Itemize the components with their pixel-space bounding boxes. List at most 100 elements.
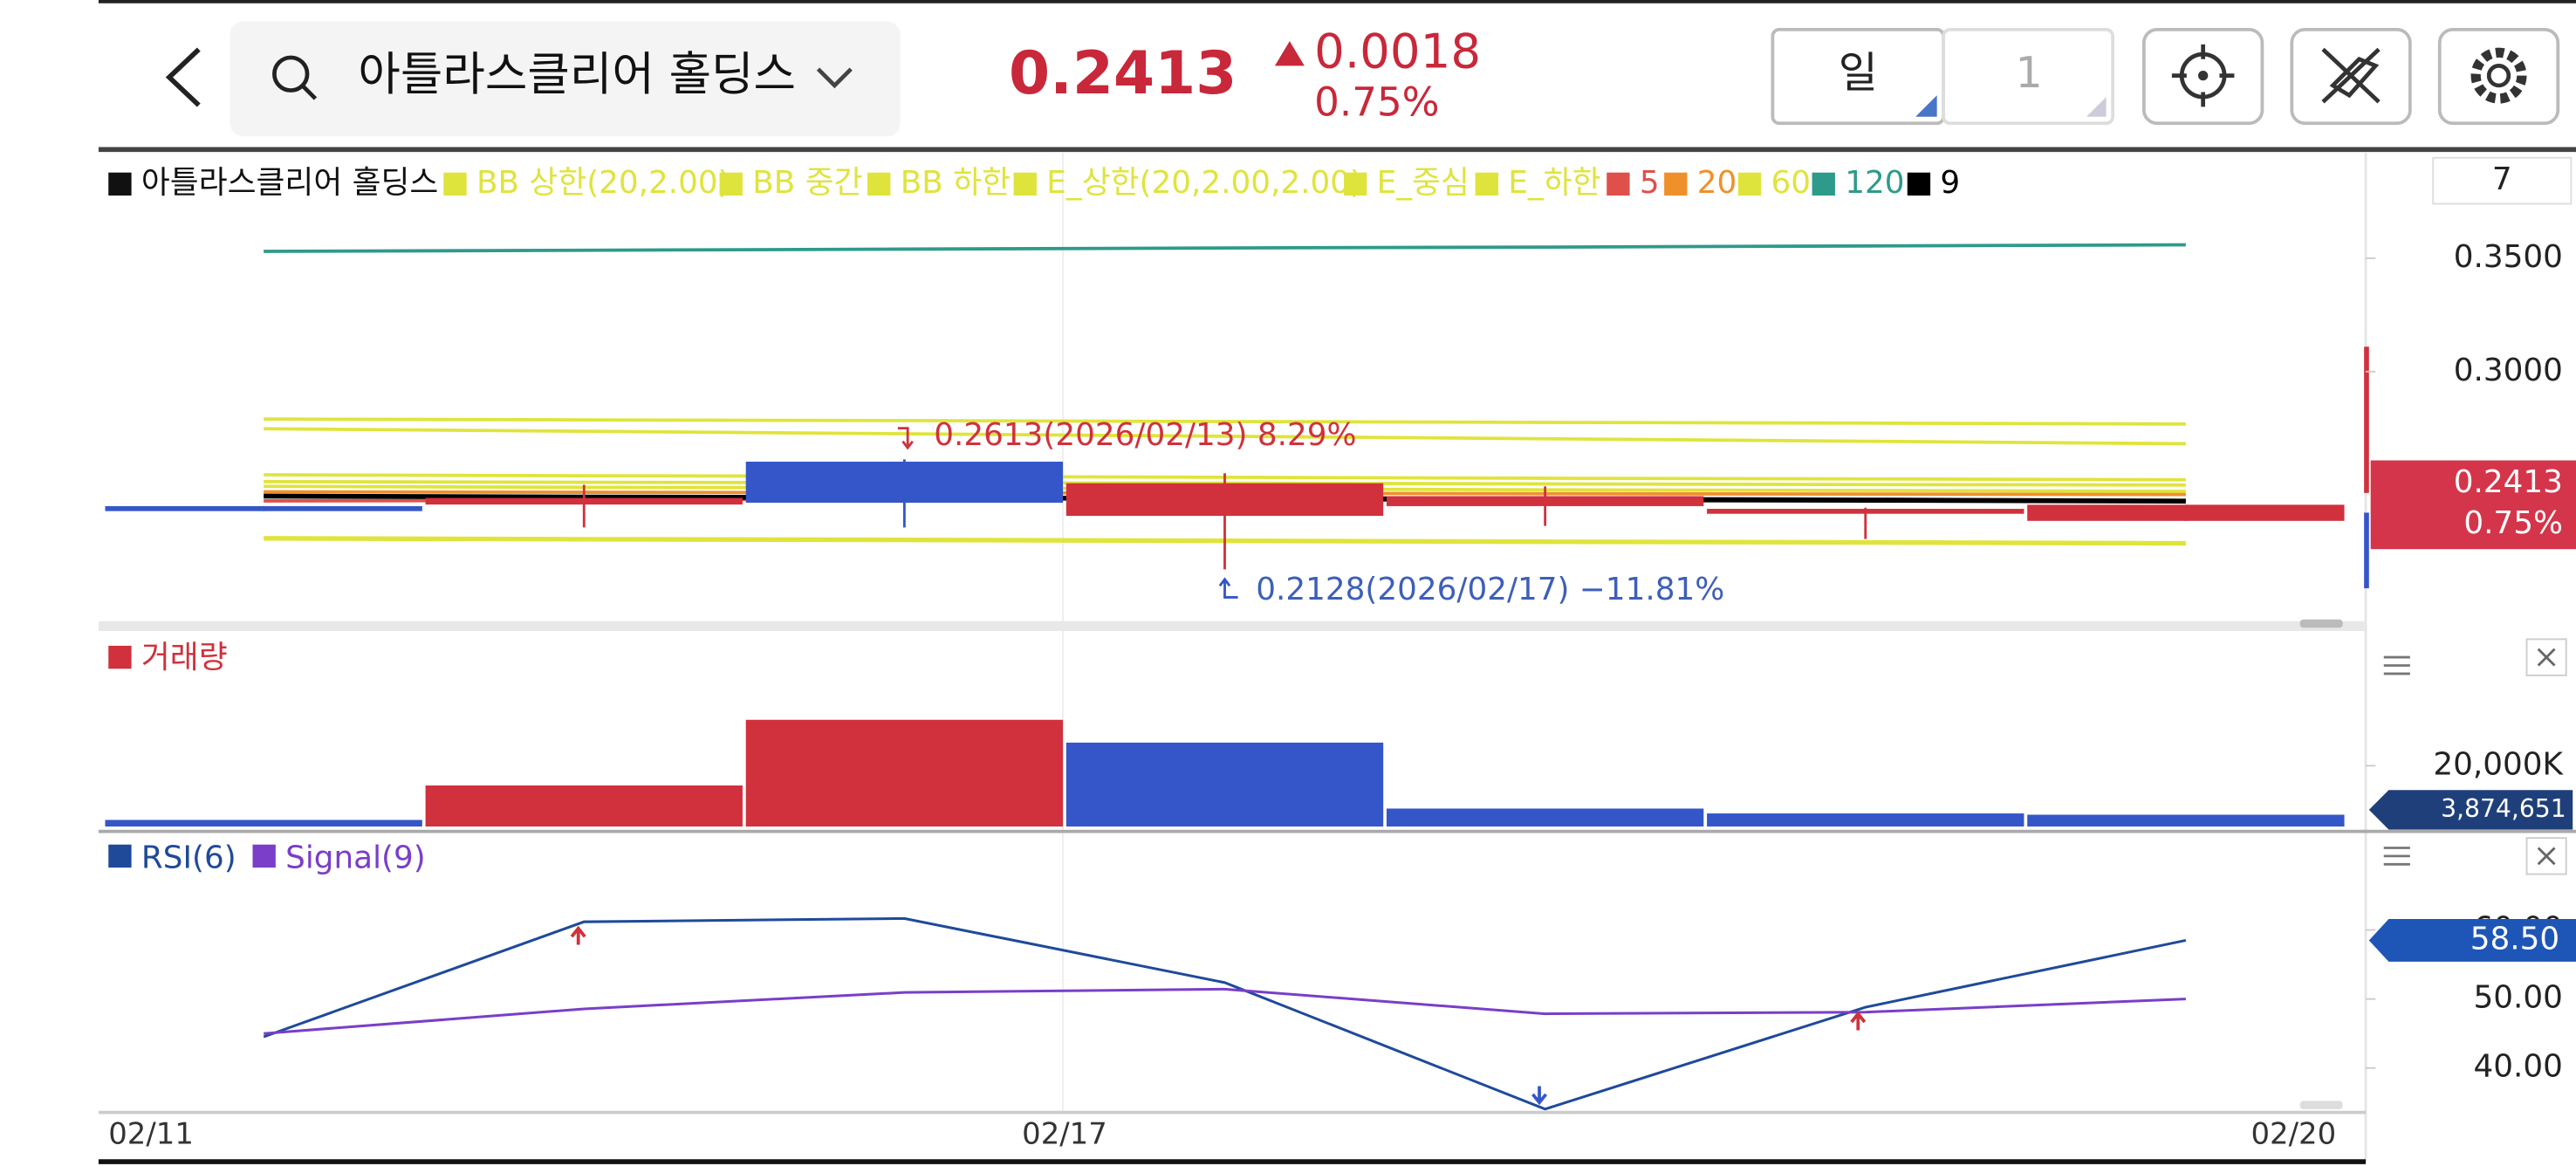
high-annotation: 0.2613(2026/02/13) 8.29% — [934, 417, 1356, 453]
volume-bar — [105, 820, 422, 827]
volume-bar — [1065, 742, 1384, 827]
charts: 02/11 02/17 02/20 0.3500 0.3000 0.2613(2026/0… — [105, 165, 2576, 1150]
current-volume-label: 3,874,651 — [2441, 794, 2566, 823]
legend-swatch — [443, 172, 467, 196]
legend-swatch — [1344, 172, 1367, 196]
price: 0.2413 — [1009, 38, 1237, 107]
x-tick-label: 02/20 — [2251, 1116, 2337, 1150]
price-change-rate: 0.75% — [1314, 79, 1440, 126]
candle-body — [2027, 504, 2345, 521]
scroll-thumb[interactable] — [2299, 619, 2343, 628]
legend-label: E_중심 — [1377, 165, 1470, 201]
legend-label: RSI(6) — [141, 840, 236, 876]
candle-body — [1707, 509, 2024, 514]
current-volume-box — [2368, 790, 2573, 830]
legend-label: Signal(9) — [285, 840, 426, 876]
legend-swatch — [108, 172, 132, 196]
legend-swatch — [1475, 172, 1498, 196]
count-box[interactable] — [2432, 156, 2573, 205]
range-bar — [2364, 346, 2369, 493]
y-tick-label: 50.00 — [2474, 980, 2563, 1016]
legend-swatch — [108, 645, 132, 669]
scroll-thumb[interactable] — [2299, 1101, 2343, 1109]
period-count-button[interactable] — [1942, 28, 2114, 126]
overlay-line — [264, 243, 2186, 253]
panel-menu-icon[interactable] — [2383, 655, 2410, 866]
indicator-line — [264, 987, 2186, 1035]
volume-bar — [745, 719, 1064, 827]
search-icon — [272, 55, 310, 93]
search-icon — [300, 84, 318, 100]
corner-mark — [1915, 95, 1937, 117]
dropdown-icon — [816, 67, 853, 89]
current-indicator-box — [2368, 918, 2576, 962]
candle-body — [105, 505, 422, 511]
crosshair-icon — [2197, 70, 2209, 81]
overlay-line — [264, 427, 2186, 446]
settings-button[interactable] — [2437, 28, 2560, 126]
legend-label: BB 하한 — [901, 165, 1011, 201]
buy-signal-arrow — [1850, 1011, 1867, 1031]
price-change: 0.0018 — [1314, 23, 1481, 79]
close-icon — [2537, 648, 2556, 667]
legend-label: 60 — [1771, 165, 1812, 201]
volume-bar — [2027, 814, 2345, 827]
legend-swatch — [252, 844, 276, 868]
annotation-arrow — [1218, 577, 1238, 599]
legend-swatch — [1664, 172, 1688, 196]
x-tick-label: 02/11 — [108, 1116, 194, 1150]
indicator-line — [263, 916, 2187, 1111]
low-annotation: 0.2128(2026/02/17) −11.81% — [1256, 572, 1724, 607]
legend-swatch — [1013, 172, 1037, 196]
volume-bar — [1386, 808, 1704, 827]
y-tick-label: 40.00 — [2474, 1049, 2563, 1085]
legend-label: 20 — [1697, 165, 1737, 201]
current-change-label: 0.75% — [2463, 505, 2563, 541]
back-button[interactable] — [165, 47, 201, 107]
y-tick-label: 0.3000 — [2454, 353, 2563, 388]
legend-label: BB 상한(20,2.00) — [476, 165, 730, 201]
panel-divider — [98, 621, 2367, 631]
candle-body — [1065, 483, 1384, 517]
y-tick-label: 20,000K — [2433, 746, 2564, 782]
current-indicator-label: 58.50 — [2470, 921, 2559, 957]
sell-signal-arrow — [1531, 1086, 1548, 1106]
legend-swatch — [1737, 172, 1762, 196]
count-box-label: 7 — [2492, 161, 2512, 197]
period-count-label: 1 — [2016, 48, 2043, 98]
legend-swatch — [108, 844, 132, 868]
legend-label: 120 — [1845, 165, 1904, 201]
legend-label: 5 — [1640, 165, 1660, 201]
candle-body — [745, 461, 1064, 504]
volume-bar — [425, 785, 743, 827]
legend-label: 아틀라스클리어 홀딩스 — [141, 165, 438, 201]
buy-signal-arrow — [570, 925, 586, 945]
legend-label: 9 — [1940, 165, 1960, 201]
legend-swatch — [1607, 172, 1630, 196]
settings-icon — [2486, 63, 2511, 88]
annotation-arrow — [897, 427, 914, 450]
y-tick-label: 0.3500 — [2454, 239, 2563, 275]
close-icon — [2537, 847, 2556, 866]
legend-label: 거래량 — [141, 640, 228, 676]
legend-swatch — [1907, 172, 1931, 196]
volume-bar — [1707, 813, 2024, 827]
current-price-label: 0.2413 — [2454, 464, 2563, 500]
x-tick-label: 02/17 — [1022, 1116, 1107, 1150]
search-box[interactable] — [230, 21, 901, 137]
settings-icon — [2470, 47, 2527, 104]
current-price-box — [2370, 460, 2576, 550]
crosshair-icon — [2171, 44, 2235, 107]
draw-icon — [2321, 47, 2381, 104]
legend-swatch — [1812, 172, 1835, 196]
legend-label: E_하한 — [1508, 165, 1600, 201]
overlay-line — [264, 417, 2186, 426]
candle-body — [1386, 496, 1704, 506]
stock-title: 아틀라스클리어 홀딩스 — [358, 48, 796, 101]
legend-label: E_상한(20,2.00,2.00) — [1046, 165, 1362, 201]
legend-label: BB 중간 — [752, 165, 862, 201]
period-label: 일 — [1839, 48, 1878, 98]
